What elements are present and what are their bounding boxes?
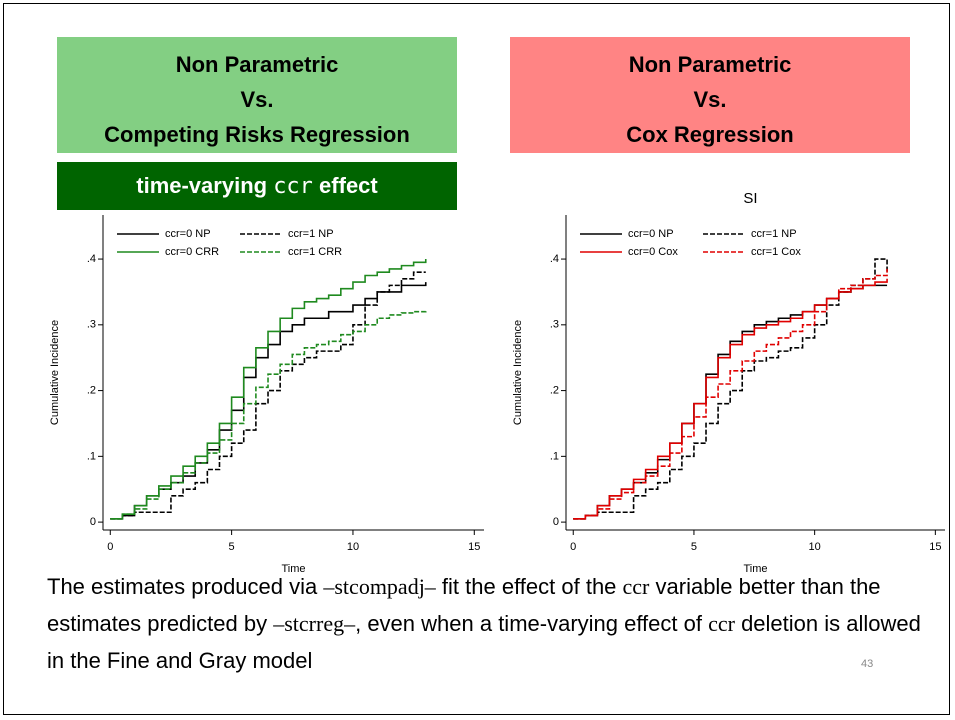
subheader-code: ccr [273, 174, 313, 199]
code: –stcrreg– [273, 611, 356, 636]
x-tick-label: 10 [347, 541, 359, 553]
x-tick-label: 15 [468, 541, 480, 553]
x-axis-label: Time [743, 563, 767, 575]
left-subheader: time-varying ccr effect [57, 162, 457, 210]
legend-label: ccr=1 CRR [288, 246, 342, 258]
legend-label: ccr=1 Cox [751, 246, 801, 258]
x-tick-label: 10 [809, 541, 821, 553]
legend-label: ccr=0 CRR [165, 246, 219, 258]
x-axis-label: Time [281, 563, 305, 575]
header-line: Non Parametric [628, 52, 792, 77]
y-tick-label: .2 [87, 384, 96, 396]
header-line: Cox Regression [626, 122, 794, 147]
y-tick-label: .2 [550, 384, 559, 396]
header-line: Non Parametric [175, 52, 339, 77]
code: ccr [708, 611, 735, 636]
x-tick-label: 0 [107, 541, 113, 553]
series-line [110, 271, 426, 520]
legend-label: ccr=0 NP [628, 228, 674, 240]
y-tick-label: .3 [550, 319, 559, 331]
legend-box [112, 221, 379, 269]
x-tick-label: 15 [929, 541, 941, 553]
code: –stcompadj– [323, 574, 436, 599]
body-text: The estimates produced via –stcompadj– f… [47, 568, 927, 679]
y-tick-label: 0 [553, 516, 559, 528]
y-axis-label: Cumulative Incidence [512, 320, 524, 425]
x-tick-label: 0 [570, 541, 576, 553]
page-number: 43 [861, 658, 874, 670]
text: variable better than the estimates predi… [47, 574, 881, 636]
series-line [110, 259, 427, 520]
series-line [573, 278, 888, 520]
legend-label: ccr=0 NP [165, 228, 211, 240]
text: deletion is allowed in the Fine and Gray… [47, 611, 921, 673]
subheader-text: time-varying [136, 173, 274, 198]
subheader-text: effect [312, 173, 378, 198]
slide-frame [3, 3, 950, 715]
header-line: Vs. [240, 87, 274, 112]
series-line [110, 310, 427, 520]
legend-label: ccr=0 Cox [628, 246, 678, 258]
y-axis-label: Cumulative Incidence [49, 320, 61, 425]
y-tick-label: .1 [87, 450, 96, 462]
header-line: Competing Risks Regression [104, 122, 410, 147]
header-line: Vs. [693, 87, 727, 112]
legend-label: ccr=1 NP [288, 228, 334, 240]
text: The estimates produced via [47, 574, 324, 599]
x-tick-label: 5 [229, 541, 235, 553]
text: , even when a time-varying effect of [355, 611, 709, 636]
legend-label: ccr=1 NP [751, 228, 797, 240]
y-tick-label: 0 [90, 516, 96, 528]
code: ccr [622, 574, 650, 599]
y-tick-label: .1 [550, 450, 559, 462]
text: fit the effect of the [435, 574, 623, 599]
left-header: Non Parametric Vs. Competing Risks Regre… [57, 37, 457, 153]
right-header: Non Parametric Vs. Cox Regression [510, 37, 910, 153]
x-tick-label: 5 [691, 541, 697, 553]
y-tick-label: .4 [87, 253, 96, 265]
series-line [573, 268, 888, 520]
series-line [573, 258, 888, 520]
y-tick-label: .3 [87, 319, 96, 331]
legend-box [575, 221, 842, 269]
chart-title: SI [743, 190, 757, 207]
y-tick-label: .4 [550, 253, 559, 265]
